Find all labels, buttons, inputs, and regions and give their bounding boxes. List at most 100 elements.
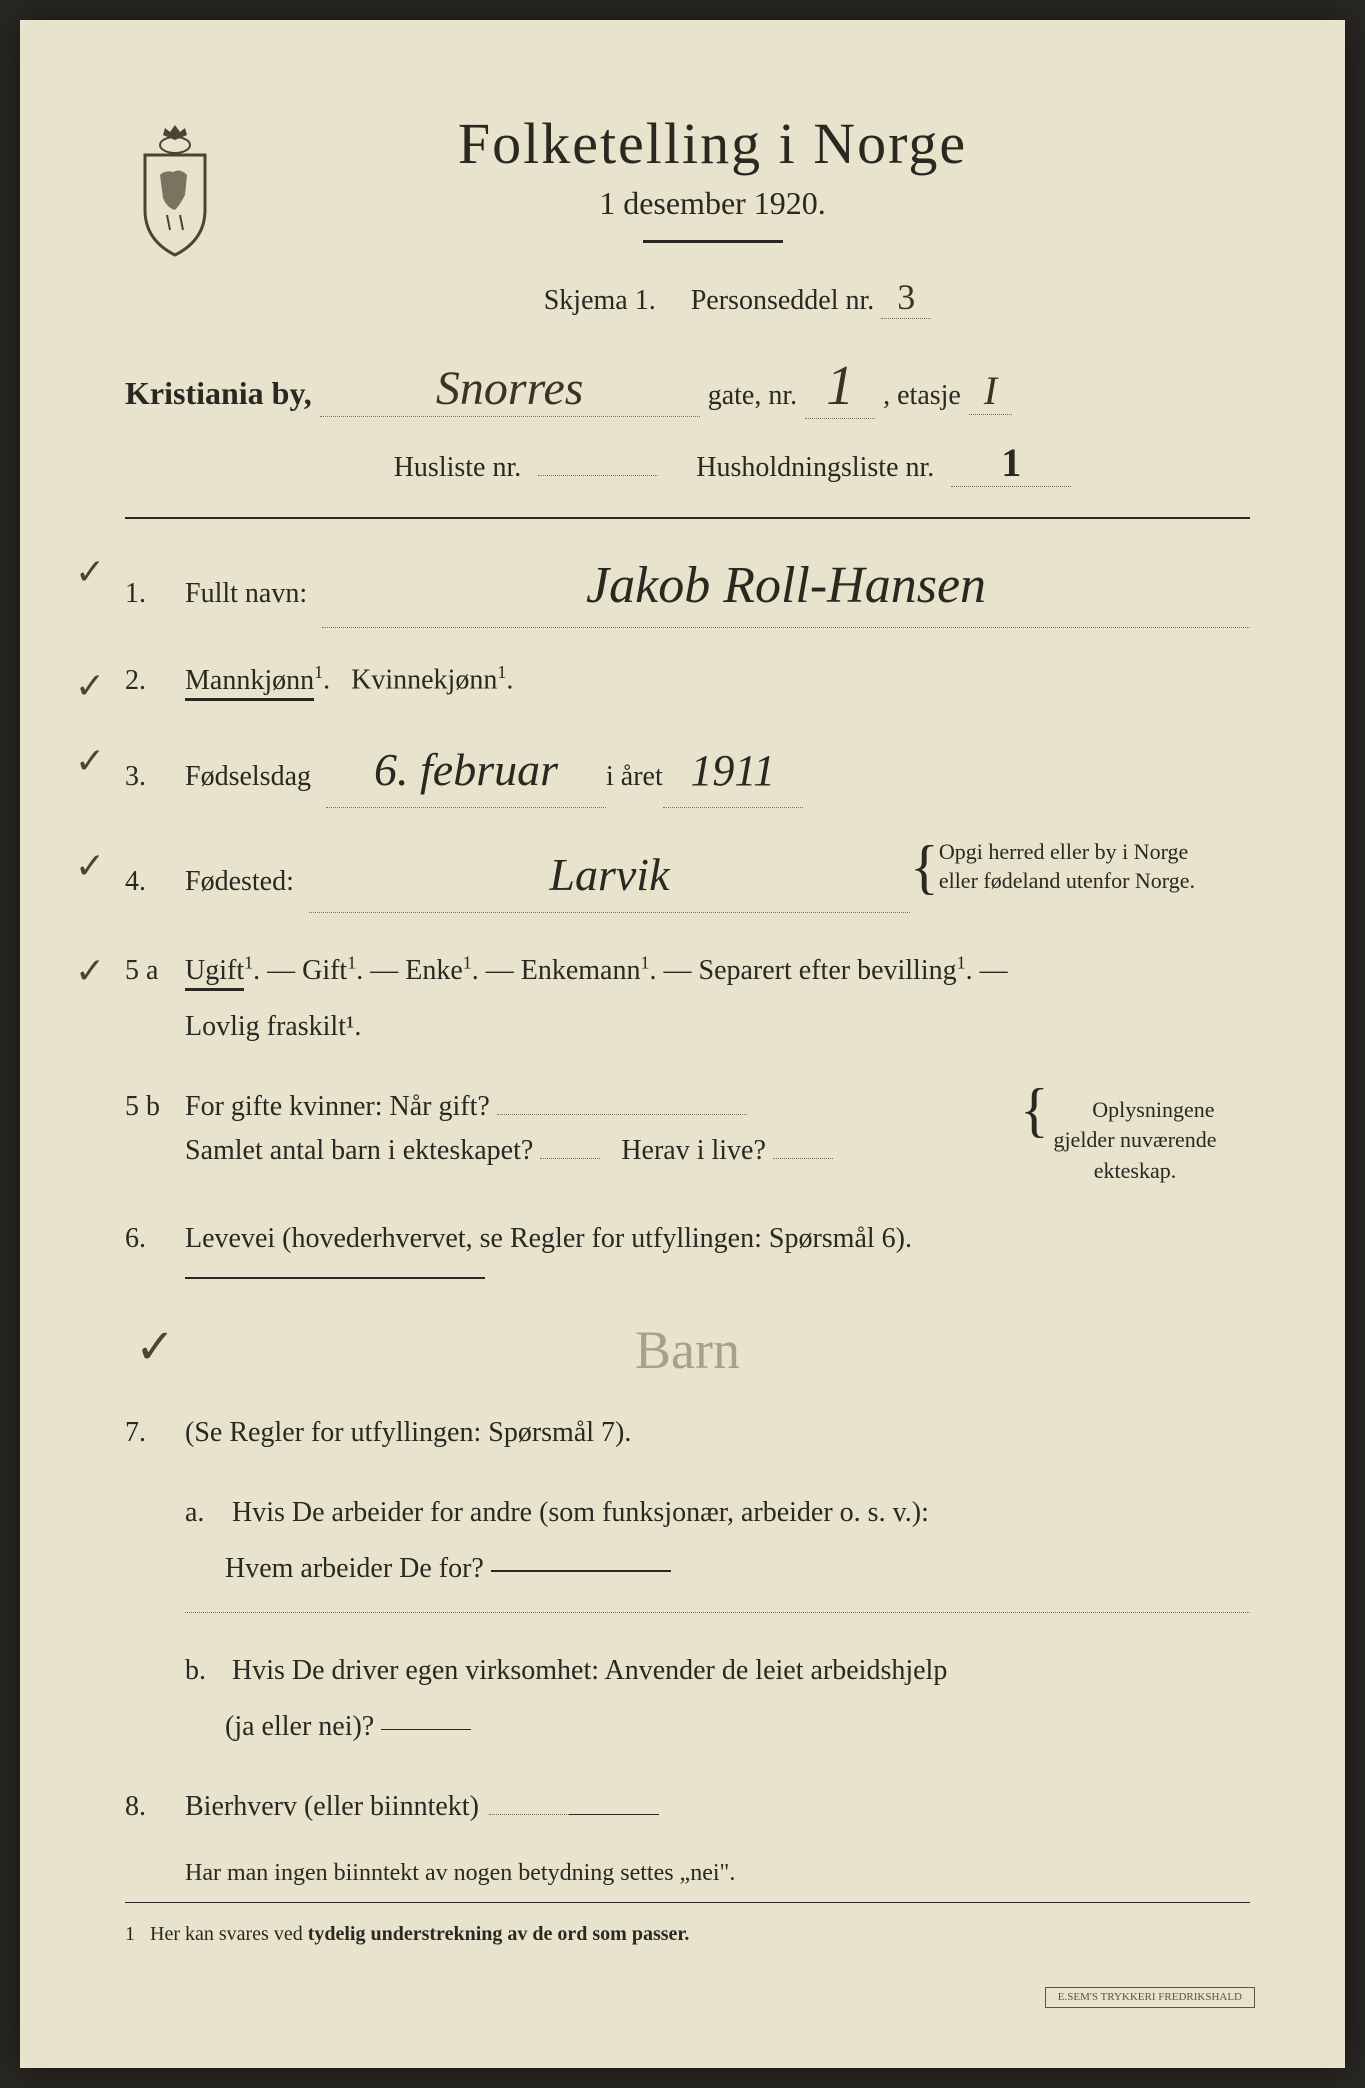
- header: Folketelling i Norge 1 desember 1920.: [125, 110, 1250, 261]
- q4-num: 4.: [125, 860, 185, 905]
- q5b-note3: ekteskap.: [1094, 1158, 1176, 1183]
- q5b-fill2: [540, 1158, 600, 1159]
- q6-value-row: ✓ Barn: [125, 1319, 1250, 1381]
- q1-value: Jakob Roll-Hansen: [322, 544, 1250, 628]
- coat-of-arms-svg: [125, 120, 225, 260]
- q5b-left: For gifte kvinner: Når gift? Samlet anta…: [185, 1085, 1020, 1175]
- main-title: Folketelling i Norge: [255, 110, 1170, 177]
- husliste-label: Husliste nr.: [394, 452, 522, 483]
- q4-note-2: eller fødeland utenfor Norge.: [939, 868, 1195, 893]
- q3-year: 1911: [663, 736, 803, 807]
- q3-day: 6. februar: [326, 733, 606, 808]
- schema-line: Skjema 1. Personseddel nr. 3: [125, 276, 1250, 319]
- q5a-num: 5 a: [125, 949, 185, 994]
- q7-label: (Se Regler for utfyllingen: Spørsmål 7).: [185, 1411, 1250, 1456]
- q7a: a. Hvis De arbeider for andre (som funks…: [185, 1485, 1250, 1613]
- q5b-wrap: For gifte kvinner: Når gift? Samlet anta…: [185, 1085, 1250, 1187]
- q1-num: 1.: [125, 572, 185, 617]
- check-q3: ✓: [75, 733, 105, 791]
- street-name: Snorres: [320, 361, 700, 417]
- q7a-text1: Hvis De arbeider for andre (som funksjon…: [232, 1497, 929, 1528]
- divider-1: [125, 517, 1250, 519]
- q5a-line2: Lovlig fraskilt¹.: [185, 1011, 361, 1042]
- printer-mark: E.SEM'S TRYKKERI FREDRIKSHALD: [1045, 1987, 1255, 2008]
- q5b-fill1: [497, 1114, 747, 1115]
- city-label: Kristiania by,: [125, 375, 312, 412]
- q4-label: Fødested:: [185, 860, 294, 905]
- q5b-note1: Oplysningene: [1092, 1097, 1214, 1122]
- row-q5a: ✓ 5 a Ugift1. — Gift1. — Enke1. — Enkema…: [125, 943, 1250, 1055]
- q6-underline: [185, 1277, 485, 1279]
- q6-value: Barn: [635, 1320, 740, 1380]
- footer-note: Har man ingen biinntekt av nogen betydni…: [125, 1860, 1250, 1887]
- q5b-line2b: Herav i live?: [621, 1135, 766, 1166]
- q4-note-1: Opgi herred eller by i Norge: [939, 839, 1188, 864]
- q5b-note2: gjelder nuværende: [1053, 1127, 1216, 1152]
- q4-wrap: Fødested: Larvik { Opgi herred eller by …: [185, 838, 1250, 913]
- q5b-note: { Oplysningene gjelder nuværende ekteska…: [1020, 1085, 1250, 1187]
- row-q1: ✓ 1. Fullt navn: Jakob Roll-Hansen: [125, 544, 1250, 628]
- q7b-dash: [381, 1729, 471, 1730]
- check-q4: ✓: [75, 838, 105, 896]
- q6-num: 6.: [125, 1217, 185, 1262]
- gate-label: gate, nr.: [708, 380, 797, 412]
- q5b-fill3: [773, 1158, 833, 1159]
- q2-kvinne: Kvinnekjønn: [351, 665, 497, 696]
- q7b-letter: b.: [185, 1643, 225, 1699]
- q5b-line1: For gifte kvinner: Når gift?: [185, 1091, 490, 1122]
- title-block: Folketelling i Norge 1 desember 1920.: [255, 110, 1250, 261]
- husliste-nr: [538, 475, 658, 476]
- personseddel-label: Personseddel nr.: [691, 285, 875, 316]
- q6-label: Levevei (hovederhvervet, se Regler for u…: [185, 1217, 1250, 1262]
- q8-fill1: [489, 1814, 569, 1815]
- check-q1: ✓: [75, 544, 105, 602]
- q7b-text2: (ja eller nei)?: [225, 1711, 374, 1742]
- q5b-num: 5 b: [125, 1085, 185, 1130]
- q7a-text2: Hvem arbeider De for?: [225, 1553, 484, 1584]
- q2-mann: Mannkjønn: [185, 665, 314, 701]
- q7a-letter: a.: [185, 1485, 225, 1541]
- q7a-slash: [491, 1570, 671, 1572]
- footnote-num: 1: [125, 1923, 135, 1945]
- check-q5a: ✓: [75, 943, 105, 1001]
- q2-num: 2.: [125, 659, 185, 704]
- q7b-text1: Hvis De driver egen virksomhet: Anvender…: [232, 1655, 947, 1686]
- row-q4: ✓ 4. Fødested: Larvik { Opgi herred elle…: [125, 838, 1250, 913]
- q8-dash: [569, 1814, 659, 1815]
- husliste-line: Husliste nr. Husholdningsliste nr. 1: [125, 439, 1250, 487]
- row-q2: ✓ 2. Mannkjønn1. Kvinnekjønn1.: [125, 658, 1250, 703]
- q2-content: Mannkjønn1. Kvinnekjønn1.: [185, 658, 1250, 703]
- footnote-text: Her kan svares ved: [150, 1923, 308, 1945]
- q3-num: 3.: [125, 755, 185, 800]
- q1-label: Fullt navn:: [185, 572, 307, 617]
- footnote: 1 Her kan svares ved tydelig understrekn…: [125, 1923, 1250, 1946]
- q8-label: Bierhverv (eller biinntekt): [185, 1785, 479, 1830]
- q5b-line2a: Samlet antal barn i ekteskapet?: [185, 1135, 533, 1166]
- check-q2: ✓: [75, 658, 105, 716]
- title-divider: [643, 240, 783, 243]
- husholdning-label: Husholdningsliste nr.: [696, 452, 934, 483]
- q3-year-label: i året: [606, 755, 663, 800]
- gate-nr: 1: [805, 354, 875, 419]
- etasje-value: I: [969, 367, 1012, 415]
- q4-note: { Opgi herred eller by i Norge eller fød…: [910, 838, 1250, 895]
- row-q5b: 5 b For gifte kvinner: Når gift? Samlet …: [125, 1085, 1250, 1187]
- address-line: Kristiania by, Snorres gate, nr. 1 , eta…: [125, 354, 1250, 419]
- check-q6: ✓: [135, 1319, 175, 1375]
- row-q6: 6. Levevei (hovederhvervet, se Regler fo…: [125, 1217, 1250, 1262]
- q4-left: Fødested: Larvik: [185, 838, 910, 913]
- q5a-content: Ugift1. — Gift1. — Enke1. — Enkemann1. —…: [185, 943, 1250, 1055]
- footnote-bold: tydelig understrekning av de ord som pas…: [308, 1923, 690, 1945]
- census-document: Folketelling i Norge 1 desember 1920. Sk…: [20, 20, 1345, 2068]
- personseddel-nr: 3: [881, 276, 931, 319]
- row-q3: ✓ 3. Fødselsdag 6. februar i året 1911: [125, 733, 1250, 808]
- row-q7: 7. (Se Regler for utfyllingen: Spørsmål …: [125, 1411, 1250, 1456]
- footer-divider: [125, 1902, 1250, 1903]
- q8-num: 8.: [125, 1785, 185, 1830]
- etasje-label: , etasje: [883, 380, 961, 412]
- q7b: b. Hvis De driver egen virksomhet: Anven…: [185, 1643, 1250, 1755]
- coat-of-arms-icon: [125, 120, 225, 260]
- husholdning-nr: 1: [1001, 440, 1021, 485]
- q7a-dotted: [185, 1612, 1250, 1613]
- q4-value: Larvik: [309, 838, 910, 913]
